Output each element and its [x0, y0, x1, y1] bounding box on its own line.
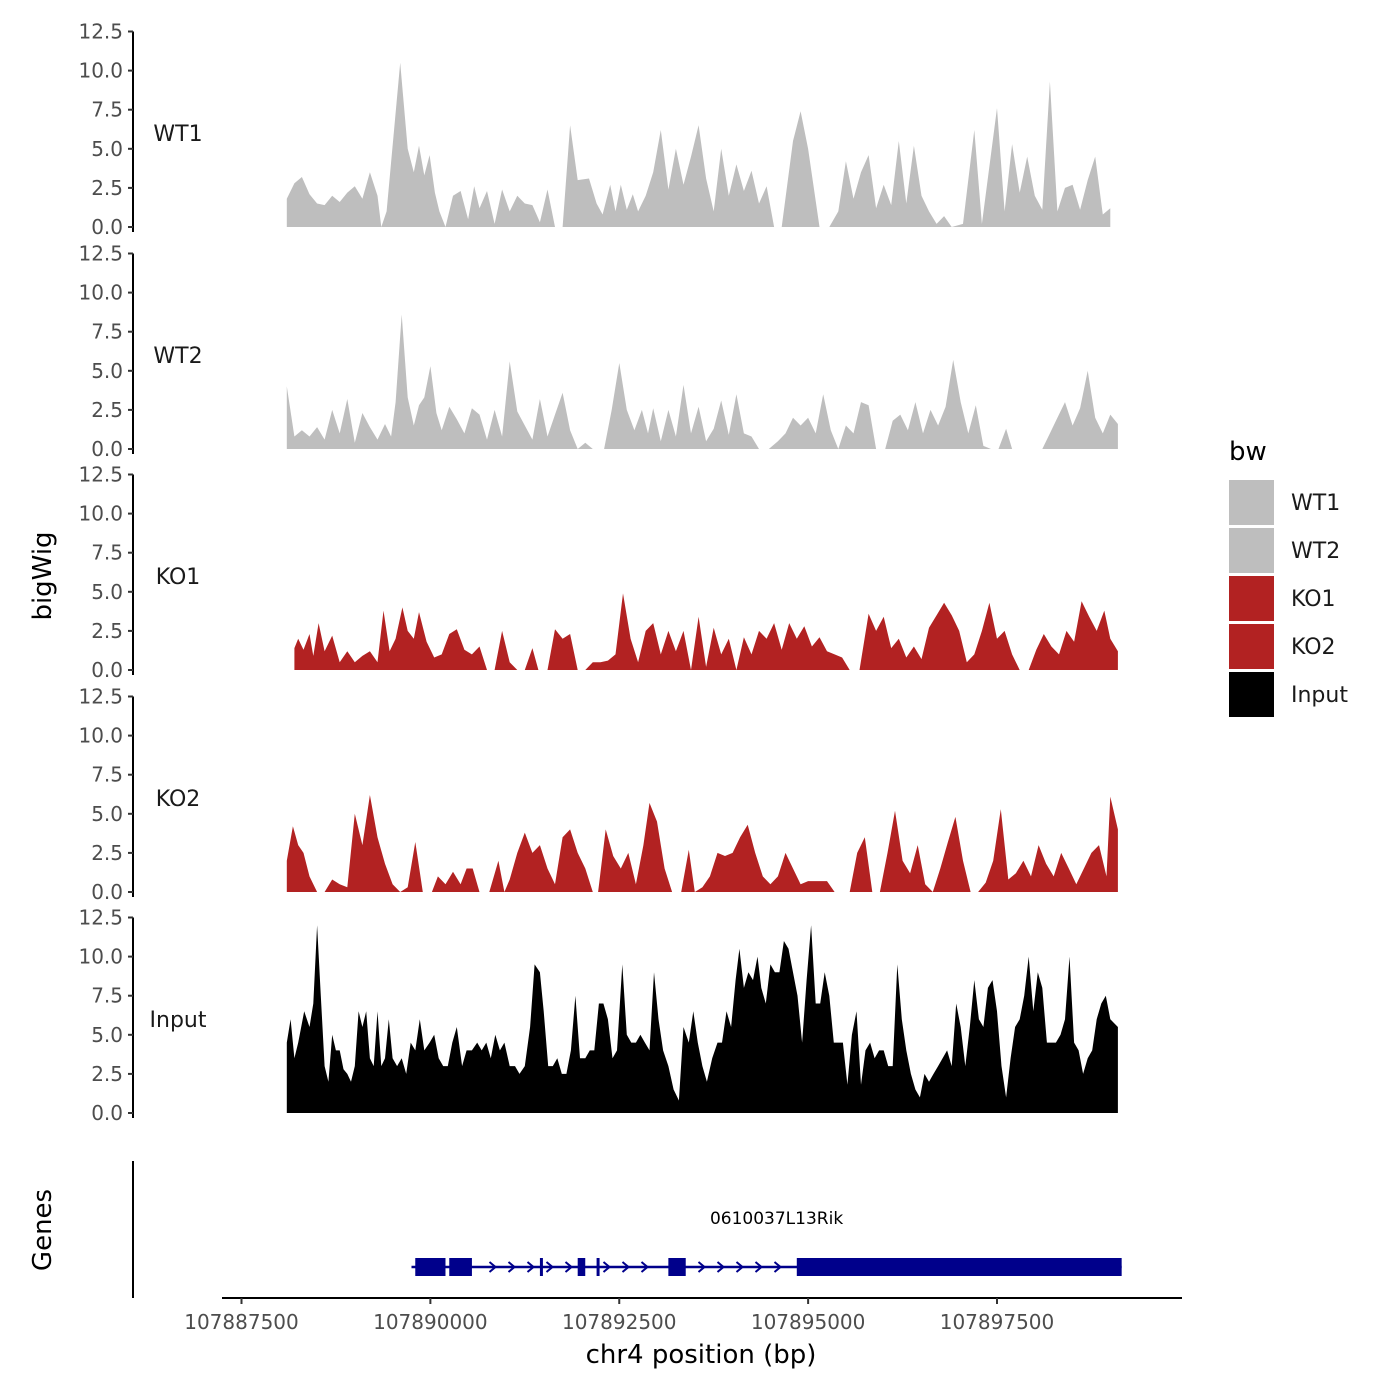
- track-ko1: 0.0 2.5 5.0 7.5 10.0 12.5 KO1: [78, 463, 1118, 682]
- legend-label-input: Input: [1291, 683, 1348, 708]
- y-tick-label: 12.5: [78, 463, 123, 487]
- track-label-wt1: WT1: [153, 122, 202, 147]
- legend-swatch-ko1: [1229, 576, 1274, 621]
- y-tick-label: 10.0: [78, 724, 123, 748]
- strand-arrow: [754, 1261, 764, 1273]
- coverage-area-ko1: [294, 593, 1118, 670]
- y-tick-label: 5.0: [91, 580, 123, 604]
- y-tick-label: 10.0: [78, 281, 123, 305]
- y-tick-label: 5.0: [91, 802, 123, 826]
- y-tick-label: 0.0: [91, 437, 123, 461]
- y-tick-label: 12.5: [78, 242, 123, 266]
- x-tick-label: 107895000: [751, 1310, 866, 1334]
- strand-arrow: [621, 1261, 631, 1273]
- gene-track-title: Genes: [28, 1189, 58, 1271]
- strand-arrow: [773, 1261, 783, 1273]
- legend-label-ko2: KO2: [1291, 635, 1336, 660]
- y-tick-label: 10.0: [78, 502, 123, 526]
- gene-exon: [577, 1258, 586, 1276]
- y-tick-label: 12.5: [78, 906, 123, 930]
- strand-arrow: [488, 1261, 498, 1273]
- y-tick-label: 2.5: [91, 398, 123, 422]
- y-tick-label: 0.0: [91, 880, 123, 904]
- y-tick-label: 12.5: [78, 685, 123, 709]
- y-tick-label: 2.5: [91, 176, 123, 200]
- strand-arrow: [545, 1261, 555, 1273]
- y-tick-label: 5.0: [91, 359, 123, 383]
- gene-exon: [539, 1258, 543, 1276]
- gene-exon: [449, 1258, 472, 1276]
- y-tick-label: 10.0: [78, 59, 123, 83]
- gene-exon: [668, 1258, 686, 1276]
- track-wt1: 0.0 2.5 5.0 7.5 10.0 12.5 WT1: [78, 20, 1111, 239]
- track-label-wt2: WT2: [153, 344, 202, 369]
- track-label-input: Input: [150, 1008, 207, 1033]
- y-tick-label: 12.5: [78, 20, 123, 44]
- coverage-area-wt2: [286, 314, 1118, 449]
- strand-arrow: [640, 1261, 650, 1273]
- strand-arrow: [716, 1261, 726, 1273]
- y-tick-label: 2.5: [91, 841, 123, 865]
- gene-exon: [596, 1258, 600, 1276]
- strand-arrow: [735, 1261, 745, 1273]
- x-axis-title: chr4 position (bp): [586, 1340, 817, 1370]
- legend-label-wt1: WT1: [1291, 491, 1340, 516]
- y-tick-label: 2.5: [91, 619, 123, 643]
- x-axis: 107887500 107890000 107892500 107895000 1078…: [184, 1297, 1182, 1334]
- legend-swatch-wt1: [1229, 480, 1274, 525]
- track-label-ko2: KO2: [156, 787, 201, 812]
- strand-arrow: [564, 1261, 574, 1273]
- legend-label-ko1: KO1: [1291, 587, 1336, 612]
- legend-label-wt2: WT2: [1291, 539, 1340, 564]
- y-tick-label: 2.5: [91, 1062, 123, 1086]
- coverage-area-input: [286, 925, 1118, 1113]
- x-tick-label: 107892500: [562, 1310, 677, 1334]
- y-tick-label: 0.0: [91, 215, 123, 239]
- legend-title: bw: [1229, 437, 1267, 467]
- legend: bw WT1 WT2 KO1 KO2 Input: [1229, 437, 1348, 717]
- strand-arrow: [697, 1261, 707, 1273]
- y-tick-label: 7.5: [91, 541, 123, 565]
- coverage-area-wt1: [286, 62, 1111, 227]
- track-wt2: 0.0 2.5 5.0 7.5 10.0 12.5 WT2: [78, 242, 1118, 461]
- y-tick-label: 7.5: [91, 763, 123, 787]
- legend-swatch-ko2: [1229, 624, 1274, 669]
- y-tick-label: 5.0: [91, 137, 123, 161]
- track-label-ko1: KO1: [156, 565, 201, 590]
- strand-arrow: [602, 1261, 612, 1273]
- legend-swatch-input: [1229, 672, 1274, 717]
- y-tick-label: 7.5: [91, 984, 123, 1008]
- x-tick-label: 107890000: [373, 1310, 488, 1334]
- x-tick-label: 107897500: [940, 1310, 1055, 1334]
- gene-name-label: 0610037L13Rik: [710, 1209, 843, 1229]
- track-input: 0.0 2.5 5.0 7.5 10.0 12.5 Input: [78, 906, 1118, 1125]
- y-tick-label: 5.0: [91, 1023, 123, 1047]
- y-axis-title: bigWig: [28, 531, 58, 620]
- coverage-tracks: 0.0 2.5 5.0 7.5 10.0 12.5 WT1 0.0 2.5 5.0 7.5 10.0 1…: [78, 20, 1118, 1125]
- strand-arrow: [507, 1261, 517, 1273]
- y-tick-label: 7.5: [91, 320, 123, 344]
- gene-exon: [415, 1258, 446, 1276]
- y-tick-label: 10.0: [78, 945, 123, 969]
- coverage-area-ko2: [286, 795, 1118, 892]
- strand-arrow: [526, 1261, 536, 1273]
- y-tick-label: 0.0: [91, 658, 123, 682]
- gene-exon: [796, 1258, 1122, 1276]
- y-tick-label: 0.0: [91, 1101, 123, 1125]
- gene-track: 0610037L13Rik: [132, 1161, 1122, 1298]
- x-tick-label: 107887500: [184, 1310, 299, 1334]
- legend-swatch-wt2: [1229, 528, 1274, 573]
- track-ko2: 0.0 2.5 5.0 7.5 10.0 12.5 KO2: [78, 685, 1118, 904]
- y-tick-label: 7.5: [91, 98, 123, 122]
